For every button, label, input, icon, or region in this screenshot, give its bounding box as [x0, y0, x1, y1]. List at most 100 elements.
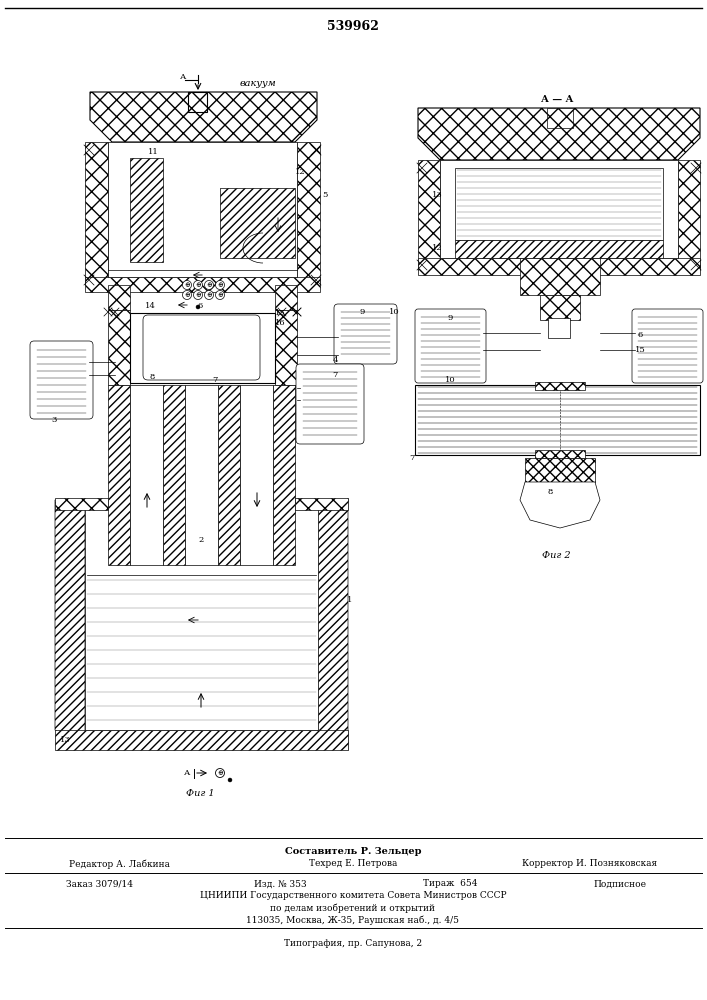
Text: 10: 10	[389, 308, 399, 316]
Polygon shape	[520, 482, 600, 528]
Polygon shape	[440, 160, 678, 258]
Bar	[240, 385, 273, 565]
Circle shape	[182, 280, 192, 290]
Polygon shape	[455, 240, 663, 258]
Text: Заказ 3079/14: Заказ 3079/14	[66, 880, 134, 888]
Text: 6: 6	[638, 331, 643, 339]
Text: 8: 8	[149, 373, 155, 381]
Bar	[535, 450, 585, 458]
Text: 7: 7	[212, 376, 218, 384]
Text: ⊕: ⊕	[206, 281, 212, 289]
Text: 9: 9	[448, 314, 452, 322]
Text: 13: 13	[59, 736, 71, 744]
Polygon shape	[275, 310, 297, 385]
Bar	[535, 382, 585, 390]
Polygon shape	[85, 500, 318, 730]
Text: 7: 7	[332, 371, 338, 379]
Circle shape	[216, 768, 225, 778]
Text: Корректор И. Позняковская: Корректор И. Позняковская	[522, 859, 658, 868]
Text: ⊕: ⊕	[184, 291, 190, 299]
FancyBboxPatch shape	[334, 304, 397, 364]
Text: ⊕: ⊕	[217, 291, 223, 299]
FancyBboxPatch shape	[632, 309, 703, 383]
Circle shape	[204, 280, 214, 290]
Text: 2: 2	[199, 536, 204, 544]
Text: Тираж  654: Тираж 654	[423, 880, 477, 888]
Polygon shape	[418, 160, 440, 270]
Polygon shape	[163, 385, 185, 565]
Text: 9: 9	[359, 308, 365, 316]
Polygon shape	[55, 500, 85, 750]
Polygon shape	[108, 142, 297, 277]
Text: 12: 12	[432, 244, 443, 252]
Polygon shape	[108, 310, 130, 385]
Polygon shape	[90, 92, 317, 142]
Text: А — А: А — А	[541, 95, 573, 104]
Polygon shape	[418, 258, 700, 275]
Text: Редактор А. Лабкина: Редактор А. Лабкина	[69, 859, 170, 869]
Bar	[185, 385, 218, 565]
Polygon shape	[297, 142, 320, 285]
Polygon shape	[520, 258, 600, 295]
Polygon shape	[85, 142, 108, 285]
Text: А: А	[180, 73, 186, 81]
Text: ⊕: ⊕	[217, 769, 223, 777]
Text: 6: 6	[197, 302, 203, 310]
Text: вакуум: вакуум	[240, 79, 276, 88]
FancyBboxPatch shape	[415, 309, 486, 383]
Polygon shape	[318, 500, 348, 750]
Circle shape	[194, 280, 202, 290]
Circle shape	[204, 290, 214, 300]
Text: 3: 3	[52, 416, 57, 424]
Text: 1: 1	[347, 596, 353, 604]
Text: Подписное: Подписное	[593, 880, 646, 888]
Text: ЦНИИПИ Государственного комитета Совета Министров СССР: ЦНИИПИ Государственного комитета Совета …	[199, 892, 506, 900]
Text: 16: 16	[275, 319, 286, 327]
Polygon shape	[678, 160, 700, 270]
Text: 10: 10	[445, 376, 455, 384]
Text: ⊕: ⊕	[206, 291, 212, 299]
Text: ⊕: ⊕	[217, 281, 223, 289]
Circle shape	[196, 305, 200, 309]
Polygon shape	[295, 498, 348, 510]
Polygon shape	[455, 168, 663, 240]
Circle shape	[228, 778, 232, 782]
Polygon shape	[188, 92, 207, 112]
Polygon shape	[525, 458, 595, 482]
Polygon shape	[275, 285, 297, 310]
Polygon shape	[108, 285, 130, 310]
Polygon shape	[273, 385, 295, 565]
Text: 11: 11	[148, 148, 158, 156]
Polygon shape	[85, 277, 320, 292]
Text: по делам изобретений и открытий: по делам изобретений и открытий	[271, 903, 436, 913]
Polygon shape	[130, 158, 163, 262]
Polygon shape	[547, 108, 573, 128]
Polygon shape	[108, 385, 130, 565]
FancyBboxPatch shape	[296, 364, 364, 444]
Circle shape	[194, 290, 202, 300]
Text: Фиг 2: Фиг 2	[542, 550, 571, 560]
Text: 4: 4	[332, 356, 338, 364]
Text: 14: 14	[144, 302, 156, 310]
Text: ⊕: ⊕	[184, 281, 190, 289]
Circle shape	[216, 290, 225, 300]
Text: Фиг 1: Фиг 1	[186, 788, 214, 798]
Text: ⊕: ⊕	[195, 291, 201, 299]
Text: А: А	[184, 769, 190, 777]
Text: ⊕: ⊕	[195, 281, 201, 289]
Polygon shape	[220, 188, 295, 258]
Text: 12: 12	[295, 168, 305, 176]
Circle shape	[182, 290, 192, 300]
Bar	[130, 385, 163, 565]
Text: Типография, пр. Сапунова, 2: Типография, пр. Сапунова, 2	[284, 938, 422, 948]
Text: 13: 13	[432, 191, 443, 199]
Bar	[548, 318, 570, 338]
Text: 5: 5	[322, 191, 327, 199]
Polygon shape	[218, 385, 240, 565]
Polygon shape	[55, 498, 108, 510]
Polygon shape	[540, 295, 580, 320]
Text: 539962: 539962	[327, 19, 379, 32]
Text: 113035, Москва, Ж-35, Раушская наб., д. 4/5: 113035, Москва, Ж-35, Раушская наб., д. …	[247, 915, 460, 925]
FancyBboxPatch shape	[143, 315, 260, 380]
FancyBboxPatch shape	[30, 341, 93, 419]
